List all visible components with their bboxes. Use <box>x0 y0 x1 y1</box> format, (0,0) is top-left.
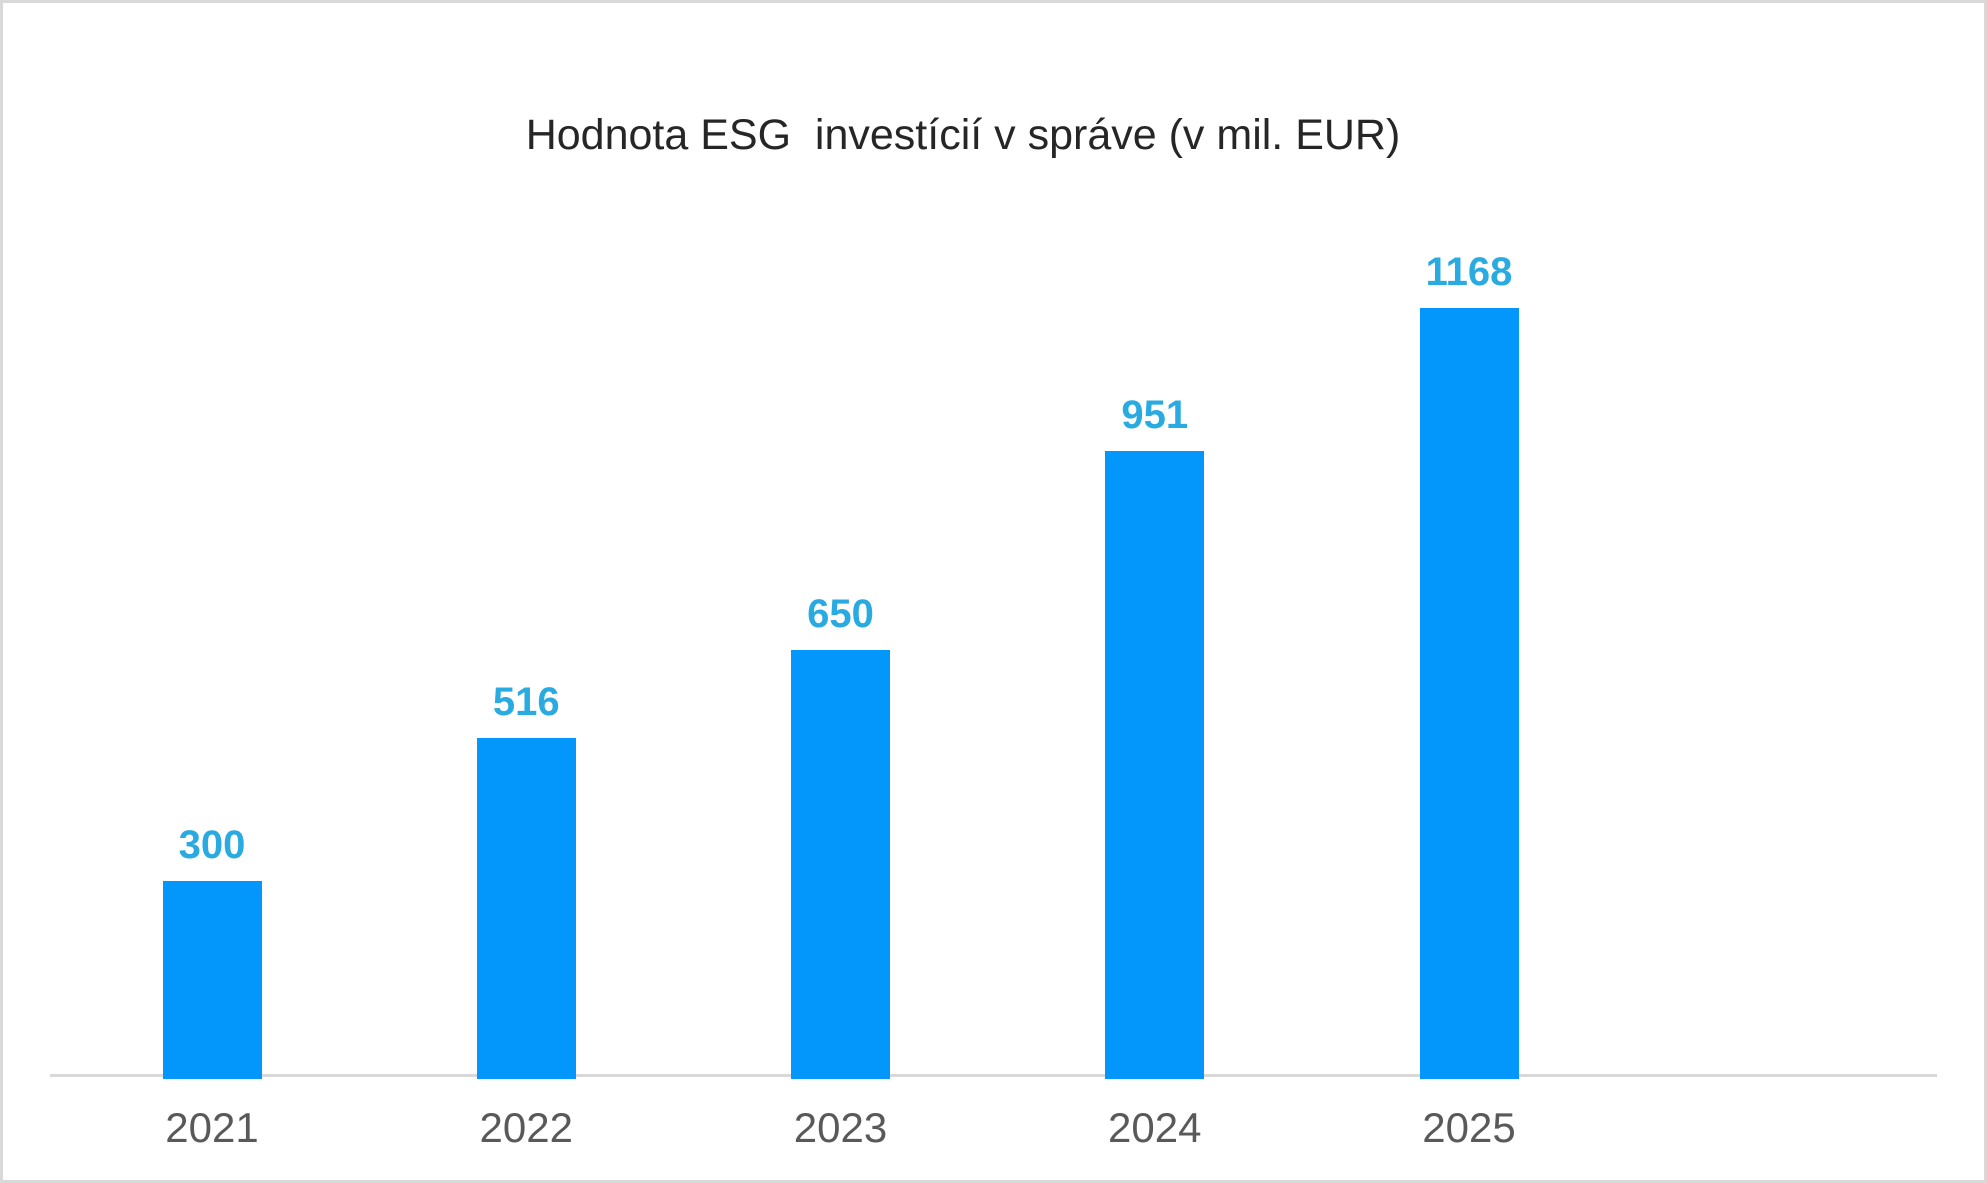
chart-title: Hodnota ESG investícií v správe (v mil. … <box>525 111 1401 159</box>
plot-area: 300 2021 516 2022 650 2023 951 2024 1168 2025 <box>3 3 1984 1180</box>
bar-2021 <box>162 881 262 1079</box>
category-label-2022: 2022 <box>479 1104 573 1151</box>
data-label-2022: 516 <box>492 680 560 724</box>
bar-2025 <box>1419 308 1519 1079</box>
data-label-2021: 300 <box>178 823 246 867</box>
bar-2022 <box>476 738 576 1079</box>
data-label-2023: 650 <box>807 592 874 636</box>
category-label-2023: 2023 <box>793 1104 888 1151</box>
category-label-2024: 2024 <box>1108 1104 1202 1151</box>
category-label-2021: 2021 <box>165 1104 259 1151</box>
bar-2024 <box>1105 451 1205 1079</box>
x-axis-line <box>50 1074 1937 1077</box>
data-label-2025: 1168 <box>1425 250 1513 294</box>
data-label-2024: 951 <box>1121 393 1189 437</box>
bar-2023 <box>791 650 890 1079</box>
category-label-2025: 2025 <box>1422 1104 1516 1151</box>
